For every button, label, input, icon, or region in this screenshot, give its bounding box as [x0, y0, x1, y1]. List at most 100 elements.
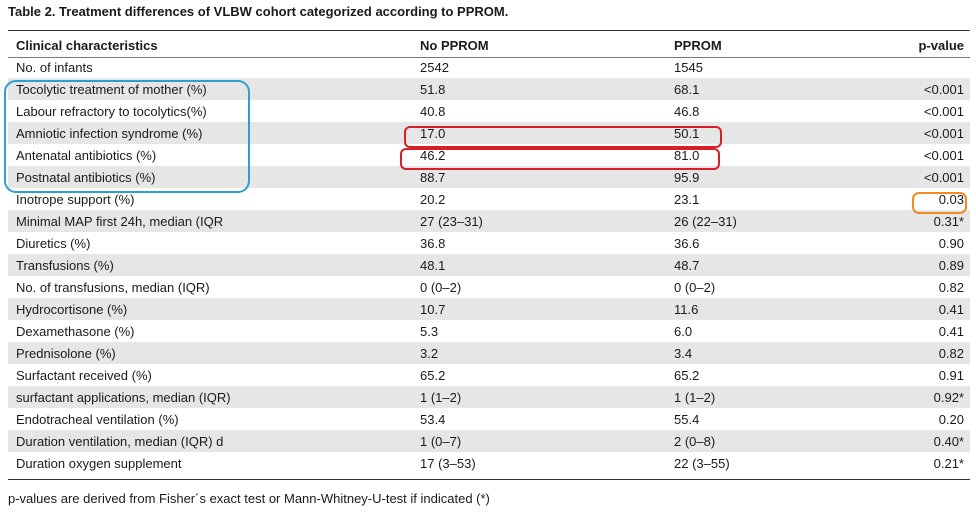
cell-no-pprom: 3.2 [420, 342, 674, 364]
cell-characteristic: Hydrocortisone (%) [8, 298, 420, 320]
table-row: Labour refractory to tocolytics(%) 40.8 46… [8, 100, 970, 122]
cell-no-pprom: 10.7 [420, 298, 674, 320]
header-clinical-characteristics: Clinical characteristics [16, 37, 158, 53]
cell-pprom: 26 (22–31) [674, 210, 874, 232]
cell-no-pprom: 51.8 [420, 78, 674, 100]
cell-pprom: 22 (3–55) [674, 455, 730, 471]
table-row: Transfusions (%) 48.1 48.7 0.89 [8, 254, 970, 276]
table-row: Amniotic infection syndrome (%) 17.0 50.1 <… [8, 122, 970, 144]
cell-no-pprom: 20.2 [420, 191, 446, 207]
header-rule [8, 57, 970, 58]
table-row: Tocolytic treatment of mother (%) 51.8 68.… [8, 78, 970, 100]
cell-p-value: 0.41 [874, 298, 970, 320]
header-p-value: p-value [918, 37, 964, 53]
cell-pprom: 23.1 [674, 191, 700, 207]
bottom-rule [8, 479, 970, 480]
table-row: Antenatal antibiotics (%) 46.2 81.0 <0.001 [8, 144, 970, 166]
cell-p-value: 0.92* [874, 386, 970, 408]
cell-characteristic: Prednisolone (%) [8, 342, 420, 364]
cell-no-pprom: 65.2 [420, 367, 446, 383]
cell-pprom: 68.1 [674, 78, 874, 100]
cell-no-pprom: 0 (0–2) [420, 279, 462, 295]
cell-no-pprom: 5.3 [420, 323, 439, 339]
cell-p-value: 0.82 [874, 342, 970, 364]
header-no-pprom: No PPROM [420, 37, 489, 53]
table-header-row: Clinical characteristics No PPROM PPROM … [8, 34, 970, 56]
cell-p-value: <0.001 [874, 78, 970, 100]
cell-pprom: 48.7 [674, 254, 874, 276]
cell-pprom: 0 (0–2) [674, 279, 716, 295]
cell-pprom: 1545 [674, 59, 703, 75]
table-row: Postnatal antibiotics (%) 88.7 95.9 <0.001 [8, 166, 970, 188]
cell-characteristic: Endotracheal ventilation (%) [16, 411, 179, 427]
cell-characteristic: Amniotic infection syndrome (%) [8, 122, 420, 144]
cell-p-value: <0.001 [923, 103, 964, 119]
cell-pprom: 81.0 [674, 147, 700, 163]
table-row: No. of infants 2542 1545 [8, 56, 970, 78]
cell-pprom: 55.4 [674, 411, 700, 427]
cell-no-pprom: 1 (0–7) [420, 430, 674, 452]
cell-characteristic: Duration ventilation, median (IQR) d [8, 430, 420, 452]
cell-no-pprom: 40.8 [420, 103, 446, 119]
cell-pprom: 6.0 [674, 323, 693, 339]
cell-characteristic: Dexamethasone (%) [16, 323, 135, 339]
cell-p-value: 0.91 [938, 367, 964, 383]
cell-no-pprom: 2542 [420, 59, 449, 75]
cell-p-value: 0.20 [938, 411, 964, 427]
cell-no-pprom: 48.1 [420, 254, 674, 276]
cell-no-pprom: 17 (3–53) [420, 455, 476, 471]
cell-p-value: 0.90 [938, 235, 964, 251]
cell-pprom: 65.2 [674, 367, 700, 383]
cell-characteristic: Diuretics (%) [16, 235, 91, 251]
cell-pprom: 1 (1–2) [674, 386, 874, 408]
cell-no-pprom: 88.7 [420, 166, 674, 188]
cell-characteristic: Transfusions (%) [8, 254, 420, 276]
top-rule [8, 30, 970, 31]
cell-characteristic: surfactant applications, median (IQR) [8, 386, 420, 408]
cell-characteristic: Surfactant received (%) [16, 367, 152, 383]
cell-characteristic: No. of transfusions, median (IQR) [16, 279, 210, 295]
table-row: surfactant applications, median (IQR) 1 (… [8, 386, 970, 408]
cell-p-value: 0.41 [938, 323, 964, 339]
cell-p-value: <0.001 [923, 147, 964, 163]
cell-characteristic: Tocolytic treatment of mother (%) [8, 78, 420, 100]
table-row: Dexamethasone (%) 5.3 6.0 0.41 [8, 320, 970, 342]
table-row: Hydrocortisone (%) 10.7 11.6 0.41 [8, 298, 970, 320]
table-row: Prednisolone (%) 3.2 3.4 0.82 [8, 342, 970, 364]
cell-no-pprom: 36.8 [420, 235, 446, 251]
table-row: Diuretics (%) 36.8 36.6 0.90 [8, 232, 970, 254]
table-row: Inotrope support (%) 20.2 23.1 0.03 [8, 188, 970, 210]
cell-no-pprom: 1 (1–2) [420, 386, 674, 408]
cell-p-value: 0.82 [938, 279, 964, 295]
cell-characteristic: Postnatal antibiotics (%) [8, 166, 420, 188]
table-row: Endotracheal ventilation (%) 53.4 55.4 0.20 [8, 408, 970, 430]
cell-p-value: 0.89 [874, 254, 970, 276]
treatment-table: Clinical characteristics No PPROM PPROM … [8, 34, 970, 474]
cell-characteristic: Duration oxygen supplement [16, 455, 182, 471]
table-row: Minimal MAP first 24h, median (IQR 27 (23… [8, 210, 970, 232]
cell-pprom: 3.4 [674, 342, 874, 364]
table-footnote: p-values are derived from Fisher´s exact… [8, 491, 490, 506]
cell-p-value: <0.001 [874, 166, 970, 188]
cell-no-pprom: 53.4 [420, 411, 446, 427]
cell-p-value: 0.21* [933, 455, 964, 471]
cell-p-value: 0.31* [874, 210, 970, 232]
cell-p-value: 0.40* [874, 430, 970, 452]
cell-characteristic: Inotrope support (%) [16, 191, 135, 207]
cell-characteristic: No. of infants [16, 59, 93, 75]
cell-pprom: 50.1 [674, 122, 874, 144]
cell-no-pprom: 46.2 [420, 147, 446, 163]
table-caption: Table 2. Treatment differences of VLBW c… [8, 4, 509, 19]
cell-no-pprom: 17.0 [420, 122, 674, 144]
cell-pprom: 2 (0–8) [674, 430, 874, 452]
table-row: No. of transfusions, median (IQR) 0 (0–2)… [8, 276, 970, 298]
cell-pprom: 95.9 [674, 166, 874, 188]
cell-pprom: 11.6 [674, 298, 874, 320]
cell-characteristic: Labour refractory to tocolytics(%) [16, 103, 207, 119]
cell-characteristic: Minimal MAP first 24h, median (IQR [8, 210, 420, 232]
cell-p-value [874, 56, 970, 78]
cell-p-value: 0.03 [938, 191, 964, 207]
table-body: No. of infants 2542 1545 Tocolytic treatmen… [8, 56, 970, 474]
table-row: Surfactant received (%) 65.2 65.2 0.91 [8, 364, 970, 386]
